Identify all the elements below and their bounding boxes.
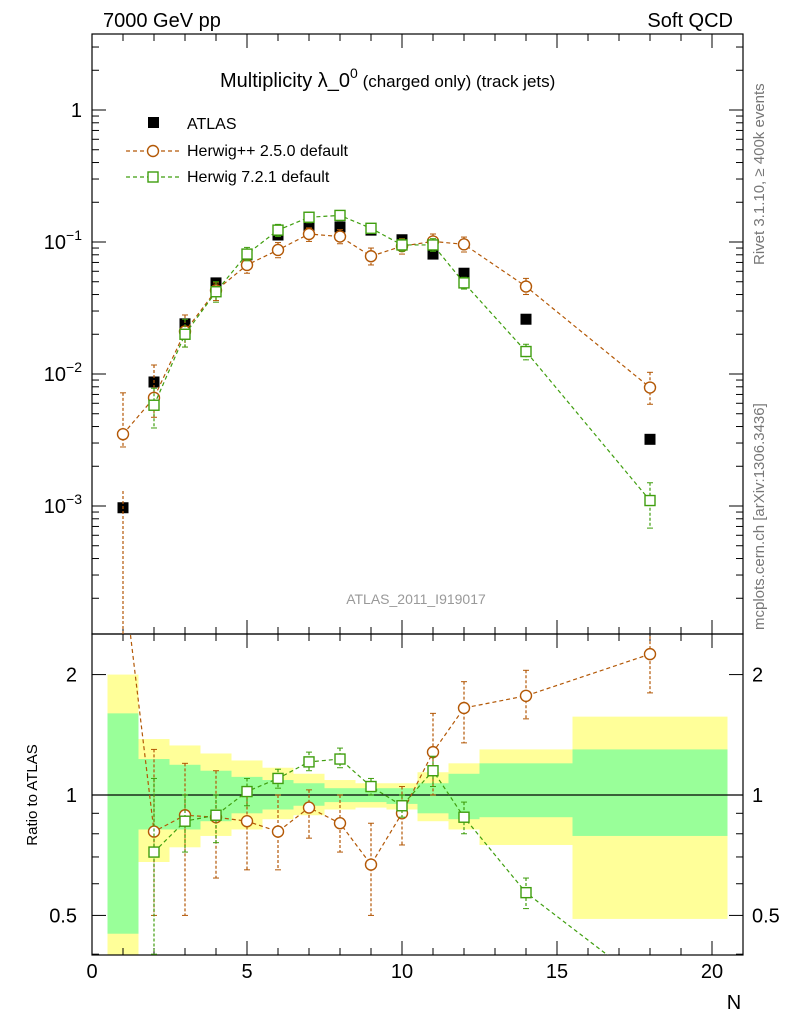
- herwig7-ratio-point: [334, 753, 346, 765]
- ratio-y-axis-label: Ratio to ATLAS: [24, 744, 41, 845]
- ratio-band-inner: [572, 749, 728, 836]
- x-tick-label: 20: [701, 961, 723, 983]
- herwig7-ratio-point: [520, 886, 532, 899]
- herwig7-ratio-point: [303, 756, 315, 768]
- herwigpp-ratio-point: [457, 701, 471, 715]
- atlas-data-point: [458, 267, 470, 279]
- herwigpp-ratio-point: [271, 825, 285, 838]
- atlas-data-point: [427, 248, 439, 260]
- y-tick-label: 1: [71, 100, 82, 122]
- herwig7-point: [210, 286, 222, 298]
- herwig7-point: [303, 211, 315, 223]
- ratio-y-tick-label: 2: [66, 665, 77, 687]
- herwig7-ratio-point: [645, 983, 655, 993]
- herwigpp-ratio-point: [519, 689, 533, 703]
- herwig7-ratio-point: [179, 815, 191, 827]
- ratio-band-inner: [107, 713, 139, 934]
- herwigpp-ratio-point: [333, 817, 347, 830]
- ratio-band-inner: [479, 763, 573, 818]
- ratio-band-inner: [417, 783, 449, 814]
- herwig7-point: [179, 328, 191, 340]
- x-tick-label: 10: [391, 961, 413, 983]
- main-series: [116, 209, 657, 634]
- legend-herwigpp-marker: [146, 144, 160, 158]
- herwig7-line: [153, 214, 651, 501]
- herwigpp-point: [643, 381, 657, 394]
- herwigpp-point: [519, 280, 533, 293]
- herwigpp-point: [271, 243, 285, 257]
- chart-title: Multiplicity λ_00 (charged only) (track …: [220, 65, 555, 92]
- herwig7-ratio-point: [241, 785, 253, 798]
- chart-title-suffix: (charged only) (track jets): [358, 72, 555, 91]
- herwig7-point: [520, 345, 532, 358]
- x-axis-label: N: [727, 992, 741, 1014]
- herwig7-point: [644, 494, 656, 507]
- herwig7-ratio-point: [148, 846, 160, 858]
- beam-label: 7000 GeV pp: [103, 10, 221, 32]
- herwig7-ratio-point: [427, 765, 439, 777]
- herwigpp-line: [122, 233, 651, 435]
- y-tick-label: 10−1: [44, 227, 82, 254]
- herwig7-point: [241, 248, 253, 260]
- chart-title-sup: 0: [350, 65, 358, 81]
- legend-herwig7-label: Herwig 7.2.1 default: [187, 169, 330, 186]
- herwigpp-point: [457, 238, 471, 251]
- herwigpp-point: [364, 250, 378, 263]
- herwig7-point: [334, 209, 346, 222]
- herwig7-ratio-point: [272, 772, 284, 785]
- atlas-data-point: [520, 313, 532, 325]
- atlas-data-point: [334, 221, 346, 233]
- ratio-series: [129, 634, 657, 993]
- legend-herwigpp-label: Herwig++ 2.5.0 default: [187, 143, 349, 160]
- x-tick-label: 15: [546, 961, 568, 983]
- legend: ATLAS Herwig++ 2.5.0 default Herwig 7.2.…: [126, 116, 349, 186]
- herwigpp-ratio-point: [302, 801, 316, 814]
- y-tick-label: 10−3: [44, 491, 82, 518]
- process-label: Soft QCD: [647, 10, 733, 32]
- herwig7-ratio-point: [365, 780, 377, 793]
- axes: 0 5 10 15 20 1 10−1 10−2 10−3 2 2 1 1 0.5 0.5: [44, 34, 780, 983]
- herwig7-point: [272, 224, 284, 236]
- ratio-y-tick-label-right: 2: [752, 665, 763, 687]
- herwigpp-point: [302, 227, 316, 241]
- herwig7-ratio-point: [458, 811, 470, 823]
- herwigpp-ratio-point: [240, 815, 254, 828]
- mcplots-label: mcplots.cern.ch [arXiv:1306.3436]: [751, 403, 768, 630]
- legend-atlas-marker: [148, 117, 159, 128]
- herwig7-ratio-point: [396, 800, 408, 812]
- analysis-watermark: ATLAS_2011_I919017: [346, 591, 486, 607]
- herwigpp-ratio-point: [643, 647, 657, 661]
- ratio-uncertainty-bands: [107, 674, 728, 955]
- chart-title-main: Multiplicity λ_0: [220, 70, 350, 92]
- herwig7-point: [365, 222, 377, 234]
- ratio-y-tick-label: 1: [66, 785, 77, 807]
- x-tick-label: 0: [86, 961, 97, 983]
- herwig7-point: [148, 399, 160, 411]
- atlas-data-point: [179, 318, 191, 330]
- ratio-y-tick-label: 0.5: [49, 905, 77, 927]
- atlas-data-point: [644, 433, 656, 445]
- legend-atlas-label: ATLAS: [187, 116, 237, 133]
- herwig7-point: [396, 239, 408, 251]
- y-tick-label: 10−2: [44, 359, 82, 386]
- ratio-y-tick-label-right: 0.5: [752, 905, 780, 927]
- legend-herwig7-marker: [147, 171, 159, 183]
- herwig7-point: [427, 239, 439, 251]
- x-tick-label: 5: [241, 961, 252, 983]
- herwigpp-ratio-point: [364, 858, 378, 871]
- ratio-y-tick-label-right: 1: [752, 785, 763, 807]
- herwig7-ratio-point: [210, 809, 222, 821]
- rivet-label: Rivet 3.1.10, ≥ 400k events: [751, 83, 768, 265]
- herwig7-point: [458, 277, 470, 289]
- herwigpp-point: [333, 230, 347, 243]
- herwigpp-point: [116, 427, 130, 441]
